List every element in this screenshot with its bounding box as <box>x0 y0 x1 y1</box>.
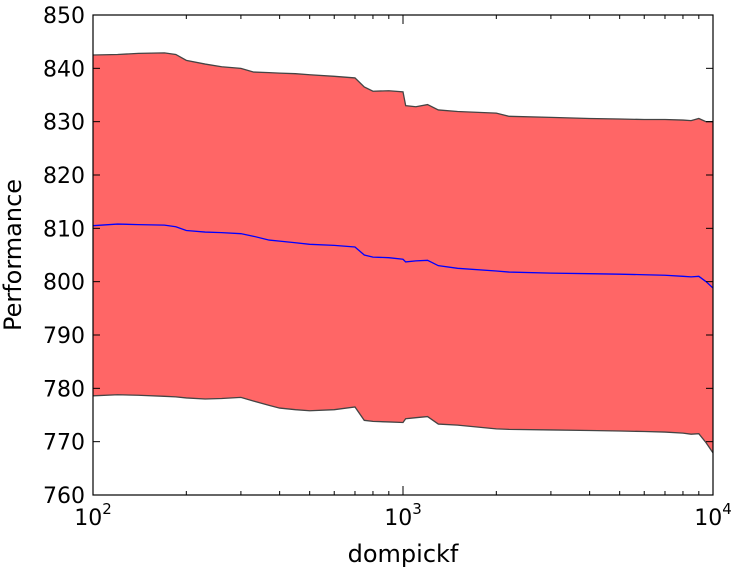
y-tick-label: 760 <box>43 484 85 509</box>
mean-line-layer <box>92 52 714 454</box>
y-tick-label: 830 <box>43 111 85 136</box>
y-tick-label: 840 <box>43 57 85 82</box>
confidence-band <box>93 52 713 453</box>
y-tick-label: 800 <box>43 271 85 296</box>
x-tick-label: 102 <box>74 500 112 531</box>
y-tick-label: 850 <box>43 4 85 29</box>
y-tick-label: 790 <box>43 324 85 349</box>
y-tick-label: 810 <box>43 217 85 242</box>
tick-labels: 760 770 780 790 800 810 820 830 840 850 102 103 104 <box>43 4 732 531</box>
y-tick-label: 820 <box>43 164 85 189</box>
lower-bound-line <box>92 394 714 454</box>
confidence-band-layer <box>93 52 713 453</box>
y-tick-label: 780 <box>43 377 85 402</box>
mean-line <box>92 223 714 289</box>
x-tick-label: 104 <box>694 500 732 531</box>
y-axis-label: Performance <box>0 179 27 331</box>
axis-ticks <box>92 14 714 496</box>
upper-bound-line <box>92 52 713 123</box>
x-axis-label: dompickf <box>348 540 459 568</box>
x-tick-label: 103 <box>384 500 422 531</box>
y-tick-label: 770 <box>43 431 85 456</box>
